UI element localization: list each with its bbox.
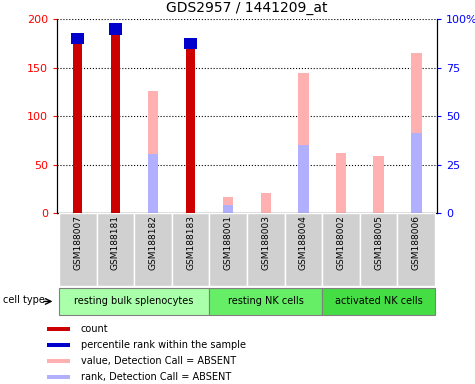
Bar — [172, 213, 209, 286]
Bar — [186, 43, 195, 213]
Bar — [209, 213, 247, 286]
Text: GSM188005: GSM188005 — [374, 215, 383, 270]
Bar — [223, 205, 233, 213]
Bar — [47, 327, 70, 331]
Bar — [73, 39, 82, 213]
Bar — [134, 213, 172, 286]
Text: GSM188002: GSM188002 — [337, 215, 345, 270]
Bar — [109, 23, 122, 35]
Bar — [322, 288, 435, 315]
Bar — [322, 213, 360, 286]
Text: GSM188004: GSM188004 — [299, 215, 308, 270]
Text: count: count — [81, 324, 108, 334]
Bar — [411, 53, 422, 213]
Text: GSM188183: GSM188183 — [186, 215, 195, 270]
Bar — [148, 154, 158, 213]
Bar — [298, 145, 309, 213]
Text: GSM188007: GSM188007 — [73, 215, 82, 270]
Text: activated NK cells: activated NK cells — [335, 296, 423, 306]
Bar — [111, 29, 120, 213]
Bar — [398, 213, 435, 286]
Text: rank, Detection Call = ABSENT: rank, Detection Call = ABSENT — [81, 372, 231, 382]
Bar — [298, 73, 309, 213]
Bar — [373, 156, 384, 213]
Title: GDS2957 / 1441209_at: GDS2957 / 1441209_at — [166, 2, 328, 15]
Bar — [184, 38, 197, 49]
Text: resting bulk splenocytes: resting bulk splenocytes — [75, 296, 194, 306]
Bar — [59, 288, 209, 315]
Bar — [47, 376, 70, 379]
Text: GSM188003: GSM188003 — [261, 215, 270, 270]
Text: value, Detection Call = ABSENT: value, Detection Call = ABSENT — [81, 356, 236, 366]
Bar — [71, 33, 84, 45]
Bar — [47, 343, 70, 347]
Bar — [96, 213, 134, 286]
Text: GSM188181: GSM188181 — [111, 215, 120, 270]
Bar — [148, 91, 158, 213]
Bar — [223, 197, 233, 213]
Bar — [47, 359, 70, 363]
Text: percentile rank within the sample: percentile rank within the sample — [81, 340, 246, 350]
Bar — [360, 213, 398, 286]
Bar — [59, 213, 96, 286]
Text: GSM188006: GSM188006 — [412, 215, 421, 270]
Bar — [285, 213, 322, 286]
Text: GSM188001: GSM188001 — [224, 215, 233, 270]
Text: cell type: cell type — [3, 295, 45, 305]
Bar — [411, 132, 422, 213]
Bar — [336, 153, 346, 213]
Bar — [261, 193, 271, 213]
Text: resting NK cells: resting NK cells — [228, 296, 304, 306]
Bar — [209, 288, 322, 315]
Bar — [247, 213, 285, 286]
Text: GSM188182: GSM188182 — [149, 215, 157, 270]
